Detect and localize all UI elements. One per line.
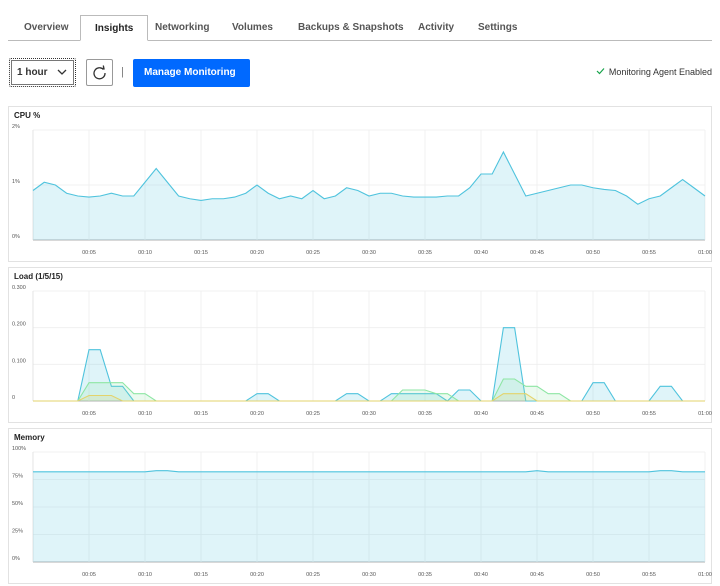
chart-panel bbox=[8, 106, 712, 262]
x-tick-label: 00:20 bbox=[250, 411, 264, 417]
refresh-button[interactable] bbox=[86, 59, 113, 86]
tab-bar: Overview Insights Networking Volumes Backups… bbox=[8, 15, 712, 41]
x-tick-label: 00:30 bbox=[362, 411, 376, 417]
range-text: 1 hour bbox=[17, 67, 48, 78]
x-tick-label: 01:00 bbox=[698, 572, 712, 578]
y-tick-label: 100% bbox=[12, 446, 26, 452]
x-tick-label: 00:35 bbox=[418, 250, 432, 256]
area bbox=[33, 327, 705, 401]
x-tick-label: 00:50 bbox=[586, 572, 600, 578]
x-tick-label: 00:50 bbox=[586, 250, 600, 256]
x-tick-label: 00:25 bbox=[306, 572, 320, 578]
x-tick-label: 00:10 bbox=[138, 411, 152, 417]
y-tick-label: 75% bbox=[12, 474, 23, 480]
x-tick-label: 00:10 bbox=[138, 572, 152, 578]
x-tick-label: 00:35 bbox=[418, 572, 432, 578]
chart-panel bbox=[8, 428, 712, 584]
x-tick-label: 00:25 bbox=[306, 250, 320, 256]
series-line bbox=[33, 393, 705, 402]
y-tick-label: 0 bbox=[12, 395, 15, 401]
x-tick-label: 00:30 bbox=[362, 572, 376, 578]
x-tick-label: 00:40 bbox=[474, 411, 488, 417]
chevron-icon bbox=[57, 69, 67, 75]
y-tick-label: 0% bbox=[12, 556, 20, 562]
x-tick-label: 00:05 bbox=[82, 411, 96, 417]
x-tick-label: 00:15 bbox=[194, 411, 208, 417]
x-tick-label: 00:15 bbox=[194, 250, 208, 256]
range-select[interactable]: 1 hour bbox=[9, 58, 76, 87]
agent-status: Monitoring Agent Enabled bbox=[596, 67, 712, 77]
tab[interactable]: Settings bbox=[478, 22, 518, 33]
check-icon bbox=[596, 68, 605, 75]
tab[interactable]: Backups & Snapshots bbox=[298, 22, 404, 33]
y-tick-label: 0% bbox=[12, 234, 20, 240]
series-line bbox=[33, 470, 705, 473]
area bbox=[33, 470, 705, 562]
y-tick-label: 2% bbox=[12, 124, 20, 130]
area bbox=[33, 393, 705, 401]
x-tick-label: 01:00 bbox=[698, 411, 712, 417]
refresh-icon bbox=[93, 65, 106, 80]
y-tick-label: 50% bbox=[12, 501, 23, 507]
series-line bbox=[32, 150, 706, 205]
external-icon bbox=[149, 96, 155, 102]
y-tick-label: 0.200 bbox=[12, 322, 26, 328]
tab[interactable]: Networking bbox=[155, 22, 210, 33]
x-tick-label: 00:20 bbox=[250, 250, 264, 256]
x-tick-label: 00:55 bbox=[642, 411, 656, 417]
chart-panel bbox=[8, 267, 712, 423]
y-tick-label: 25% bbox=[12, 529, 23, 535]
x-tick-label: 00:55 bbox=[642, 250, 656, 256]
x-tick-label: 00:40 bbox=[474, 250, 488, 256]
chart-title: Memory bbox=[14, 433, 45, 442]
x-tick-label: 00:05 bbox=[82, 250, 96, 256]
x-tick-label: 00:35 bbox=[418, 411, 432, 417]
x-tick-label: 00:45 bbox=[530, 411, 544, 417]
area bbox=[33, 379, 705, 401]
x-tick-label: 00:40 bbox=[474, 572, 488, 578]
y-tick-label: 0.100 bbox=[12, 358, 26, 364]
x-tick-label: 00:15 bbox=[194, 572, 208, 578]
status-text: Monitoring Agent Enabled bbox=[608, 67, 712, 77]
charts: CPU % 0% 1% 2% 00:05 00:10 00:15 00:20 00:25 00:3… bbox=[8, 106, 712, 584]
manage-monitoring-button[interactable]: Manage Monitoring bbox=[133, 59, 250, 102]
button-text: Manage Monitoring bbox=[144, 67, 236, 78]
x-tick-label: 00:25 bbox=[306, 411, 320, 417]
separator: | bbox=[121, 66, 124, 78]
x-tick-label: 00:50 bbox=[586, 411, 600, 417]
chart-title: CPU % bbox=[14, 111, 40, 120]
x-tick-label: 00:55 bbox=[642, 572, 656, 578]
x-tick-label: 00:05 bbox=[82, 572, 96, 578]
x-tick-label: 00:45 bbox=[530, 572, 544, 578]
tab[interactable]: Volumes bbox=[232, 22, 273, 33]
chart-title: Load (1/5/15) bbox=[14, 272, 63, 281]
tab[interactable]: Insights bbox=[80, 15, 149, 41]
x-tick-label: 00:10 bbox=[138, 250, 152, 256]
tab[interactable]: Overview bbox=[24, 22, 69, 33]
x-tick-label: 00:20 bbox=[250, 572, 264, 578]
y-tick-label: 1% bbox=[12, 179, 20, 185]
x-tick-label: 00:30 bbox=[362, 250, 376, 256]
x-tick-label: 01:00 bbox=[698, 250, 712, 256]
y-tick-label: 0.300 bbox=[12, 285, 26, 291]
tab[interactable]: Activity bbox=[418, 22, 455, 33]
x-tick-label: 00:45 bbox=[530, 250, 544, 256]
